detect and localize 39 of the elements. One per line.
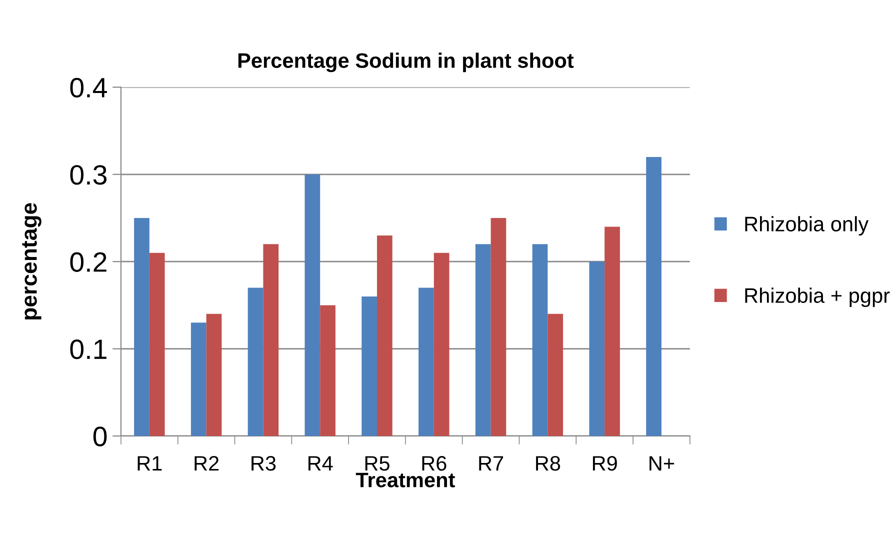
x-tick-label: R3 xyxy=(252,456,276,471)
y-tick-label: 0 xyxy=(93,426,107,446)
chart-title: Percentage Sodium in plant shoot xyxy=(238,52,574,72)
y-tick-label: 0.4 xyxy=(70,78,107,98)
x-tick-label: R8 xyxy=(536,456,560,471)
x-tick-label: R5 xyxy=(365,456,390,471)
y-axis-title: percentage xyxy=(22,203,42,320)
x-tick-label: R1 xyxy=(138,456,162,471)
x-tick-label: N+ xyxy=(650,456,674,471)
bar xyxy=(532,244,548,436)
bar xyxy=(490,218,506,436)
bar xyxy=(190,322,206,436)
bar xyxy=(206,314,222,436)
bar xyxy=(362,296,377,436)
legend-label: Rhizobia only xyxy=(745,216,869,236)
bar xyxy=(646,156,662,436)
x-tick-label: R2 xyxy=(194,456,219,471)
bar xyxy=(589,262,605,436)
bar xyxy=(548,314,564,436)
legend-label: Rhizobia + pgpr xyxy=(745,288,890,308)
x-tick-label: R4 xyxy=(308,456,333,471)
bar xyxy=(434,252,450,436)
bar xyxy=(475,244,491,436)
bar xyxy=(418,288,434,436)
bar xyxy=(604,226,620,436)
y-tick-label: 0.1 xyxy=(70,339,106,360)
bar xyxy=(134,218,150,436)
y-tick-label: 0.3 xyxy=(70,165,107,185)
bar xyxy=(248,288,264,436)
bar xyxy=(304,174,320,436)
x-tick-label: R7 xyxy=(479,456,504,471)
x-axis-title: Treatment xyxy=(356,472,455,488)
bar xyxy=(376,235,392,436)
x-tick-label: R9 xyxy=(592,456,617,471)
bar xyxy=(149,252,165,436)
bar xyxy=(320,305,336,436)
y-tick-label: 0.2 xyxy=(70,252,106,272)
x-tick-label: R6 xyxy=(422,456,446,471)
bar xyxy=(263,244,279,436)
